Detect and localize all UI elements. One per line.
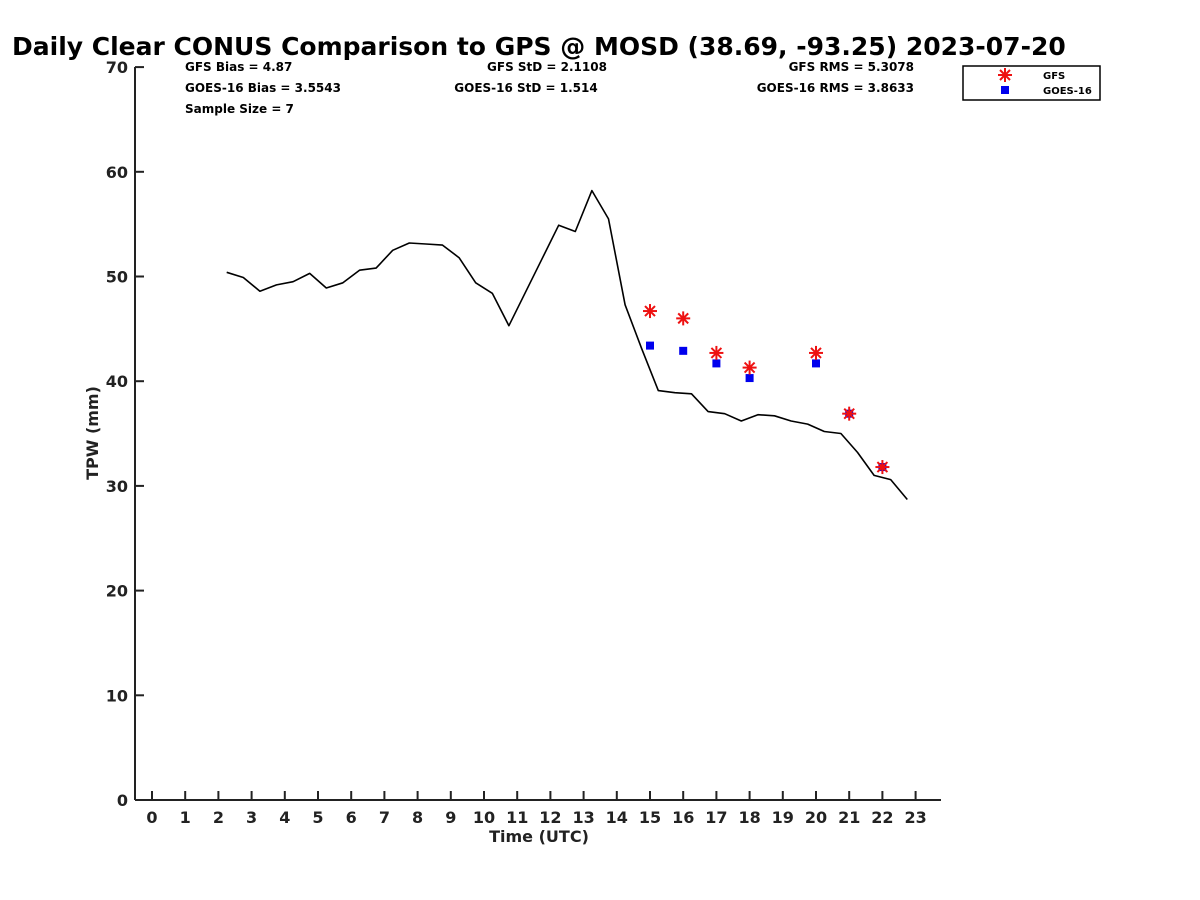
x-tick-label: 22 bbox=[871, 808, 893, 827]
x-tick-label: 14 bbox=[606, 808, 628, 827]
gfs-point bbox=[875, 460, 890, 475]
x-axis-label: Time (UTC) bbox=[489, 827, 589, 846]
x-tick-label: 19 bbox=[772, 808, 794, 827]
y-tick-label: 30 bbox=[106, 477, 128, 496]
gfs-bias-stat: GFS Bias = 4.87 bbox=[185, 60, 292, 74]
legend-box bbox=[962, 65, 1101, 101]
gps-series-line bbox=[226, 189, 908, 501]
chart-title: Daily Clear CONUS Comparison to GPS @ MO… bbox=[12, 32, 1066, 61]
x-tick-label: 23 bbox=[904, 808, 926, 827]
gfs-std-stat: GFS StD = 2.1108 bbox=[487, 60, 607, 74]
x-tick-label: 12 bbox=[539, 808, 561, 827]
gfs-rms-stat: GFS RMS = 5.3078 bbox=[789, 60, 914, 74]
x-tick-label: 17 bbox=[705, 808, 727, 827]
x-tick-label: 1 bbox=[180, 808, 191, 827]
series-points bbox=[643, 304, 890, 475]
x-tick-label: 2 bbox=[213, 808, 224, 827]
legend-gfs-label: GFS bbox=[1043, 71, 1065, 82]
gfs-point bbox=[643, 304, 657, 319]
goes16-point bbox=[745, 374, 754, 383]
y-tick-label: 0 bbox=[117, 791, 128, 810]
x-tick-label: 3 bbox=[246, 808, 257, 827]
x-tick-label: 18 bbox=[738, 808, 760, 827]
y-ticks: 0 10 20 30 40 50 60 70 bbox=[106, 58, 144, 810]
x-tick-label: 6 bbox=[346, 808, 357, 827]
legend: GFS GOES-16 bbox=[962, 65, 1101, 101]
x-tick-label: 13 bbox=[572, 808, 594, 827]
y-axis-label: TPW (mm) bbox=[83, 386, 102, 480]
x-tick-label: 20 bbox=[805, 808, 827, 827]
goes-rms-stat: GOES-16 RMS = 3.8633 bbox=[757, 81, 914, 95]
goes16-point bbox=[679, 346, 688, 355]
y-tick-label: 50 bbox=[106, 268, 128, 287]
y-tick-label: 70 bbox=[106, 58, 128, 77]
legend-goes-marker bbox=[1001, 86, 1009, 94]
legend-gfs-marker bbox=[998, 68, 1012, 82]
x-tick-label: 4 bbox=[279, 808, 290, 827]
y-tick-label: 20 bbox=[106, 582, 128, 601]
gfs-point bbox=[842, 406, 857, 421]
goes16-point bbox=[712, 359, 721, 368]
goes16-point bbox=[812, 359, 820, 368]
axes bbox=[134, 67, 941, 801]
goes-bias-stat: GOES-16 Bias = 3.5543 bbox=[185, 81, 341, 95]
goes-std-stat: GOES-16 StD = 1.514 bbox=[454, 81, 597, 95]
x-tick-label: 5 bbox=[312, 808, 323, 827]
goes16-point bbox=[646, 341, 654, 350]
legend-goes-label: GOES-16 bbox=[1043, 86, 1092, 97]
x-tick-label: 0 bbox=[146, 808, 157, 827]
sample-size-stat: Sample Size = 7 bbox=[185, 102, 294, 116]
x-tick-label: 9 bbox=[445, 808, 456, 827]
stats-block: GFS Bias = 4.87 GOES-16 Bias = 3.5543 Sa… bbox=[185, 60, 914, 116]
y-tick-label: 60 bbox=[106, 163, 128, 182]
x-tick-label: 11 bbox=[506, 808, 528, 827]
x-tick-label: 10 bbox=[473, 808, 495, 827]
gfs-point bbox=[809, 345, 823, 360]
gfs-point bbox=[709, 345, 724, 360]
x-tick-label: 21 bbox=[838, 808, 860, 827]
gfs-point bbox=[742, 360, 757, 375]
x-tick-label: 16 bbox=[672, 808, 694, 827]
y-tick-label: 10 bbox=[106, 686, 128, 705]
x-tick-label: 7 bbox=[379, 808, 390, 827]
x-ticks: 0 1 2 3 4 5 6 7 8 9 10 11 12 13 14 15 16 17 18 19 20 21 22 23 bbox=[146, 791, 927, 827]
x-tick-label: 8 bbox=[412, 808, 423, 827]
gfs-point bbox=[676, 311, 691, 326]
x-tick-label: 15 bbox=[639, 808, 661, 827]
y-tick-label: 40 bbox=[106, 372, 128, 391]
